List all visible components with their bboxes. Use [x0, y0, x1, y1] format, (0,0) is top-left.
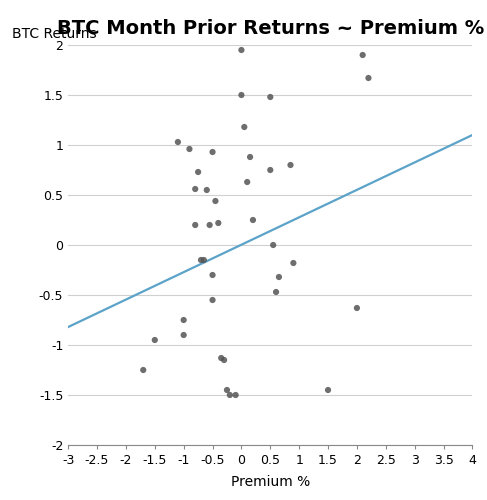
Point [174, 138, 182, 146]
Point [180, 316, 187, 324]
Point [223, 386, 231, 394]
Point [226, 391, 234, 399]
Point [208, 148, 216, 156]
Point [139, 366, 147, 374]
Point [241, 123, 248, 131]
Title: BTC Month Prior Returns ~ Premium %: BTC Month Prior Returns ~ Premium % [56, 19, 484, 38]
Point [194, 168, 202, 176]
Point [208, 271, 216, 279]
Point [186, 145, 193, 153]
Point [238, 46, 245, 54]
Point [203, 186, 211, 194]
Point [197, 256, 205, 264]
Point [180, 331, 187, 339]
Point [272, 288, 280, 296]
Point [289, 259, 297, 267]
X-axis label: Premium %: Premium % [231, 476, 310, 490]
Point [211, 197, 219, 205]
Point [244, 178, 251, 186]
Point [269, 241, 277, 249]
Point [200, 256, 208, 264]
Point [359, 51, 367, 59]
Point [232, 391, 240, 399]
Point [208, 296, 216, 304]
Point [365, 74, 373, 82]
Point [217, 354, 225, 362]
Text: BTC Returns: BTC Returns [12, 27, 96, 41]
Point [266, 93, 274, 101]
Point [266, 166, 274, 174]
Point [353, 304, 361, 312]
Point [275, 273, 283, 281]
Point [238, 91, 245, 99]
Point [206, 221, 213, 229]
Point [214, 219, 222, 227]
Point [249, 216, 257, 224]
Point [191, 221, 199, 229]
Point [191, 185, 199, 193]
Point [246, 153, 254, 161]
Point [151, 336, 159, 344]
Point [286, 161, 294, 169]
Point [324, 386, 332, 394]
Point [220, 356, 228, 364]
